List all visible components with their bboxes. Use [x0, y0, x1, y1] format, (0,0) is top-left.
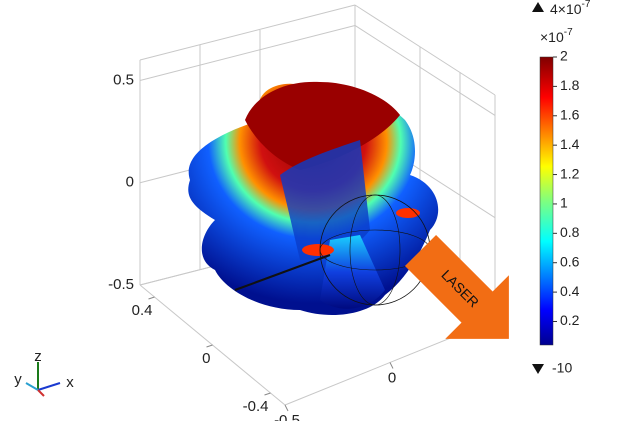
tick-mark	[264, 392, 271, 396]
colorbar-tick-label: 1.6	[560, 106, 580, 122]
surface	[188, 81, 439, 315]
tick-mark	[389, 362, 394, 369]
colorbar-tick-label: 0.2	[560, 312, 580, 328]
min-label: -10	[552, 360, 572, 376]
tick-mark	[206, 344, 213, 348]
colorbar-tick-label: 1.4	[560, 136, 580, 152]
y-tick-label: -0.4	[243, 398, 269, 415]
colorbar-tick-label: 0.4	[560, 283, 580, 299]
y-tick-label: 0.4	[132, 302, 153, 319]
z-tick-label: 0.5	[113, 71, 134, 88]
colorbar-tick-label: 1.8	[560, 77, 580, 93]
grid-line	[354, 25, 496, 116]
tick-mark	[148, 296, 155, 300]
triad-label: y	[14, 371, 22, 388]
z-tick-label: 0	[126, 174, 134, 191]
grid-line	[139, 24, 356, 81]
colorbar: 4×10-7 ×10-7 -10 0.2 0.4 0.6 0.8 1 1.2 1.4 1.6 1…	[532, 0, 591, 376]
z-tick-label: -0.5	[108, 276, 134, 293]
x-tick-label: -0.5	[274, 412, 300, 421]
laser-arrow: LASER	[404, 234, 509, 339]
triad-label: x	[66, 374, 74, 391]
colorbar-tick-label: 0.8	[560, 224, 580, 240]
tick-mark	[284, 404, 289, 412]
y-tick-label: 0	[202, 350, 210, 367]
colorbar-tick-label: 0.6	[560, 253, 580, 269]
colorbar-scale	[539, 56, 554, 346]
max-label: 4×10-7	[550, 0, 591, 17]
colorbar-tick-label: 1.2	[560, 165, 580, 181]
triad-label: z	[34, 348, 42, 365]
x-tick-label: 0	[388, 369, 396, 386]
triad: z x y	[14, 348, 74, 397]
colorbar-tick-label: 2	[560, 48, 568, 64]
multiplier: ×10-7	[540, 27, 573, 45]
colorbar-tick-label: 1	[560, 195, 568, 211]
